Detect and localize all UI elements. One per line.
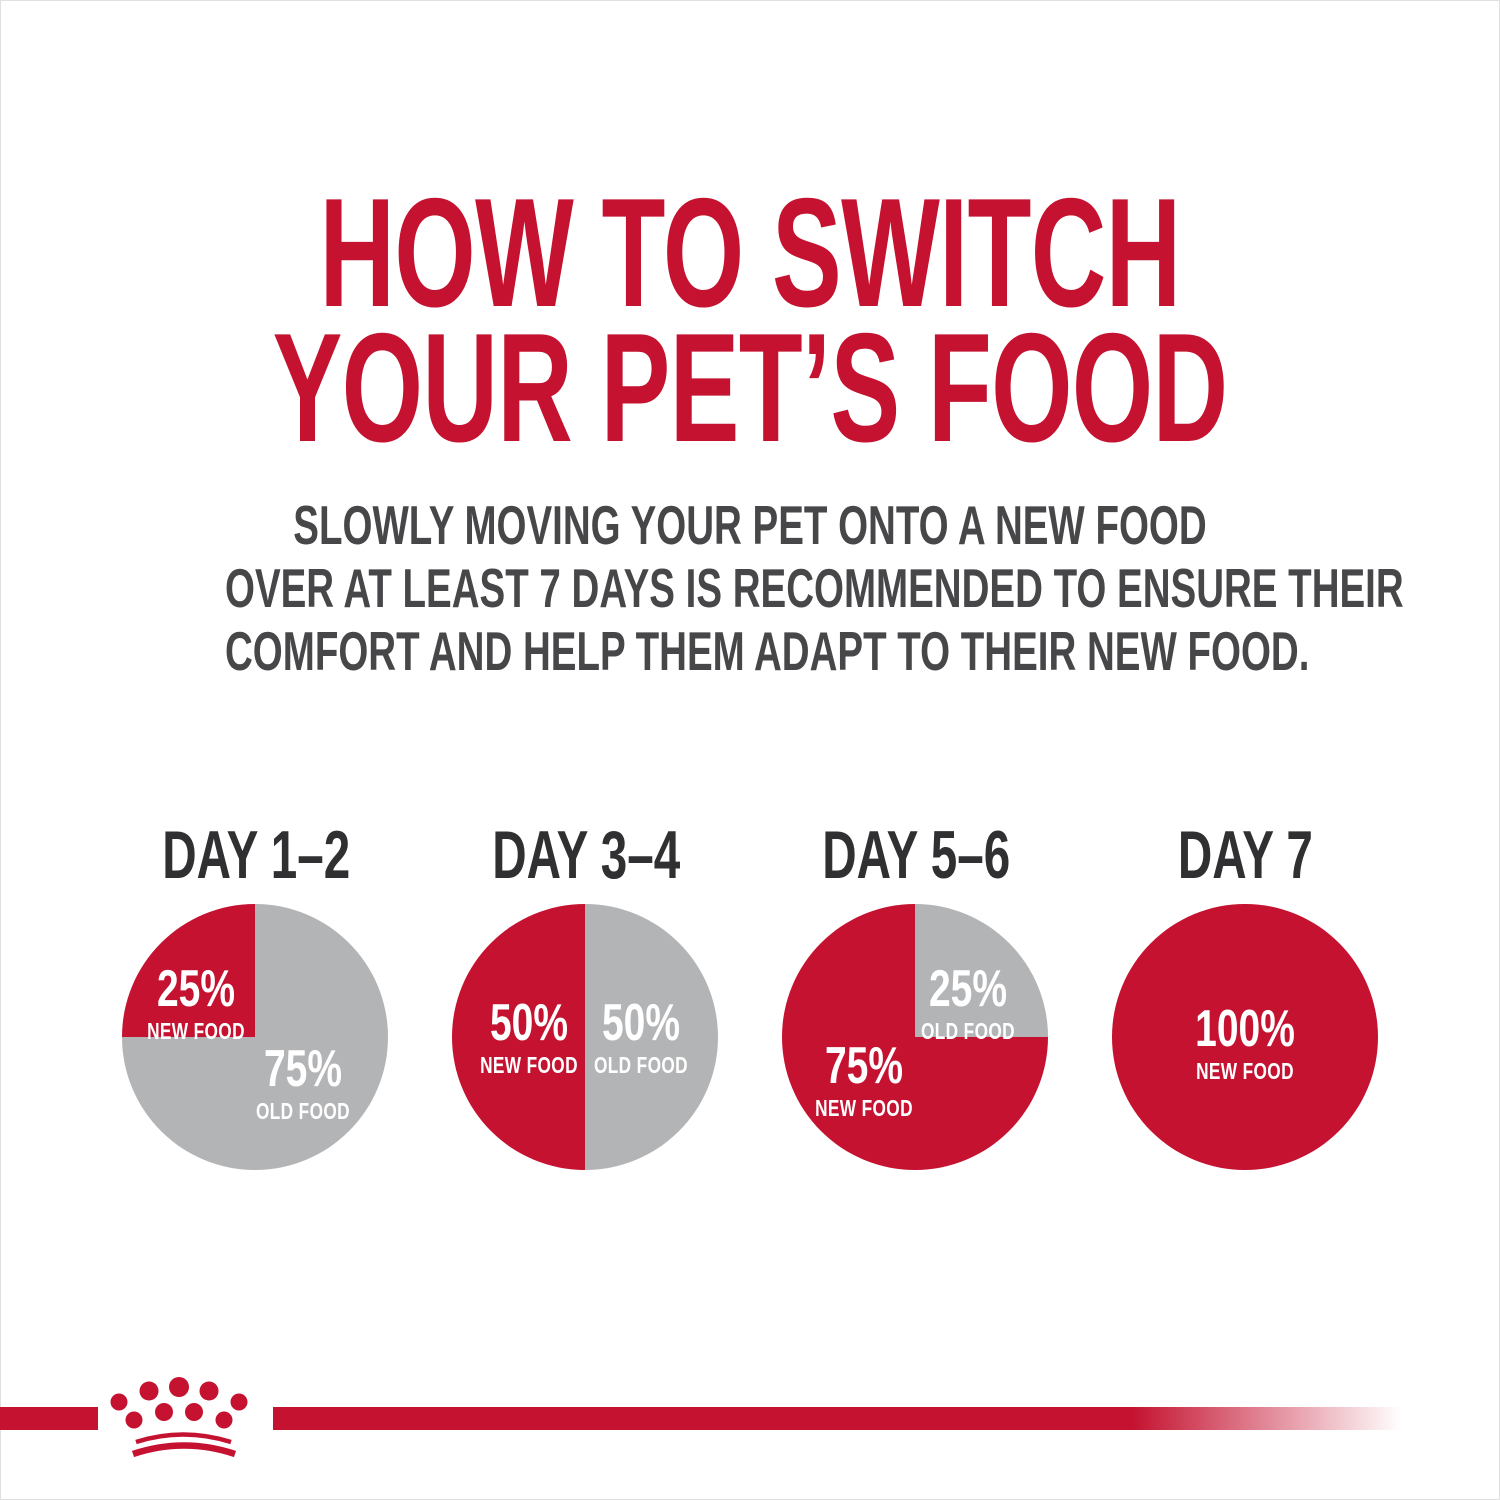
subtitle-line-2: OVER AT LEAST 7 DAYS IS RECOMMENDED TO E… (225, 556, 1404, 619)
pie-slice-label: 25% OLD FOOD (921, 963, 1015, 1043)
pie-slice-label: 50% OLD FOOD (594, 997, 688, 1077)
page-title-line-1: HOW TO SWITCH (319, 166, 1181, 339)
pie-column-4: DAY 7 100% NEW FOOD (1112, 821, 1378, 1171)
royal-canin-crown-icon (110, 1377, 248, 1457)
pie-slice-label: 50% NEW FOOD (480, 997, 578, 1077)
pie-column-3: DAY 5–6 25% OLD FOOD 75% NEW FOOD (782, 821, 1048, 1171)
footer-stripe-right (273, 1407, 1500, 1430)
pie-chart: 50% OLD FOOD 50% NEW FOOD (452, 904, 718, 1171)
pie-slice-label: 75% OLD FOOD (256, 1043, 350, 1123)
slice-name: NEW FOOD (147, 1017, 246, 1044)
slice-name: NEW FOOD (815, 1094, 914, 1121)
slice-percent: 25% (929, 959, 1008, 1018)
slice-percent: 50% (490, 994, 569, 1053)
pie-slice-label: 100% NEW FOOD (1195, 1003, 1295, 1083)
slice-percent: 25% (157, 959, 236, 1018)
slice-percent: 100% (1195, 999, 1295, 1058)
day-label-text: DAY 5–6 (822, 817, 1011, 894)
pie-slice-label: 25% NEW FOOD (148, 963, 246, 1043)
day-label: DAY 5–6 (782, 821, 1048, 889)
day-label: DAY 3–4 (452, 821, 718, 889)
slice-percent: 75% (263, 1039, 342, 1098)
pie-chart: 100% NEW FOOD (1112, 904, 1378, 1171)
day-label-text: DAY 7 (1177, 817, 1313, 894)
page-title: HOW TO SWITCH YOUR PET’S FOOD (0, 166, 1500, 474)
day-label: DAY 7 (1112, 821, 1378, 889)
slice-name: OLD FOOD (593, 1052, 688, 1079)
subtitle-line-1: SLOWLY MOVING YOUR PET ONTO A NEW FOOD (293, 493, 1207, 556)
footer-stripe-left (0, 1407, 98, 1430)
slice-name: OLD FOOD (255, 1097, 350, 1124)
slice-name: OLD FOOD (921, 1017, 1016, 1044)
pie-chart: 25% OLD FOOD 75% NEW FOOD (782, 904, 1048, 1171)
slice-percent: 75% (825, 1036, 904, 1095)
slice-percent: 50% (601, 994, 680, 1053)
pie-column-1: DAY 1–2 75% OLD FOOD 25% NEW FOOD (122, 821, 388, 1171)
slice-name: NEW FOOD (480, 1052, 579, 1079)
slice-name: NEW FOOD (1196, 1057, 1294, 1084)
page-title-line-2: YOUR PET’S FOOD (272, 300, 1229, 474)
header: HOW TO SWITCH YOUR PET’S FOOD SLOWLY MOV… (0, 0, 1500, 683)
day-label-text: DAY 1–2 (162, 817, 351, 894)
pie-slice-label: 75% NEW FOOD (816, 1040, 914, 1120)
pie-column-2: DAY 3–4 50% OLD FOOD 50% NEW FOOD (452, 821, 718, 1171)
charts-row: DAY 1–2 75% OLD FOOD 25% NEW FOOD DAY 3–4 50% O… (0, 821, 1500, 1171)
page-subtitle: SLOWLY MOVING YOUR PET ONTO A NEW FOOD O… (0, 494, 1500, 684)
day-label-text: DAY 3–4 (492, 817, 681, 894)
pie-chart: 75% OLD FOOD 25% NEW FOOD (122, 904, 388, 1171)
subtitle-line-3: COMFORT AND HELP THEM ADAPT TO THEIR NEW… (225, 620, 1310, 683)
day-label: DAY 1–2 (122, 821, 388, 889)
